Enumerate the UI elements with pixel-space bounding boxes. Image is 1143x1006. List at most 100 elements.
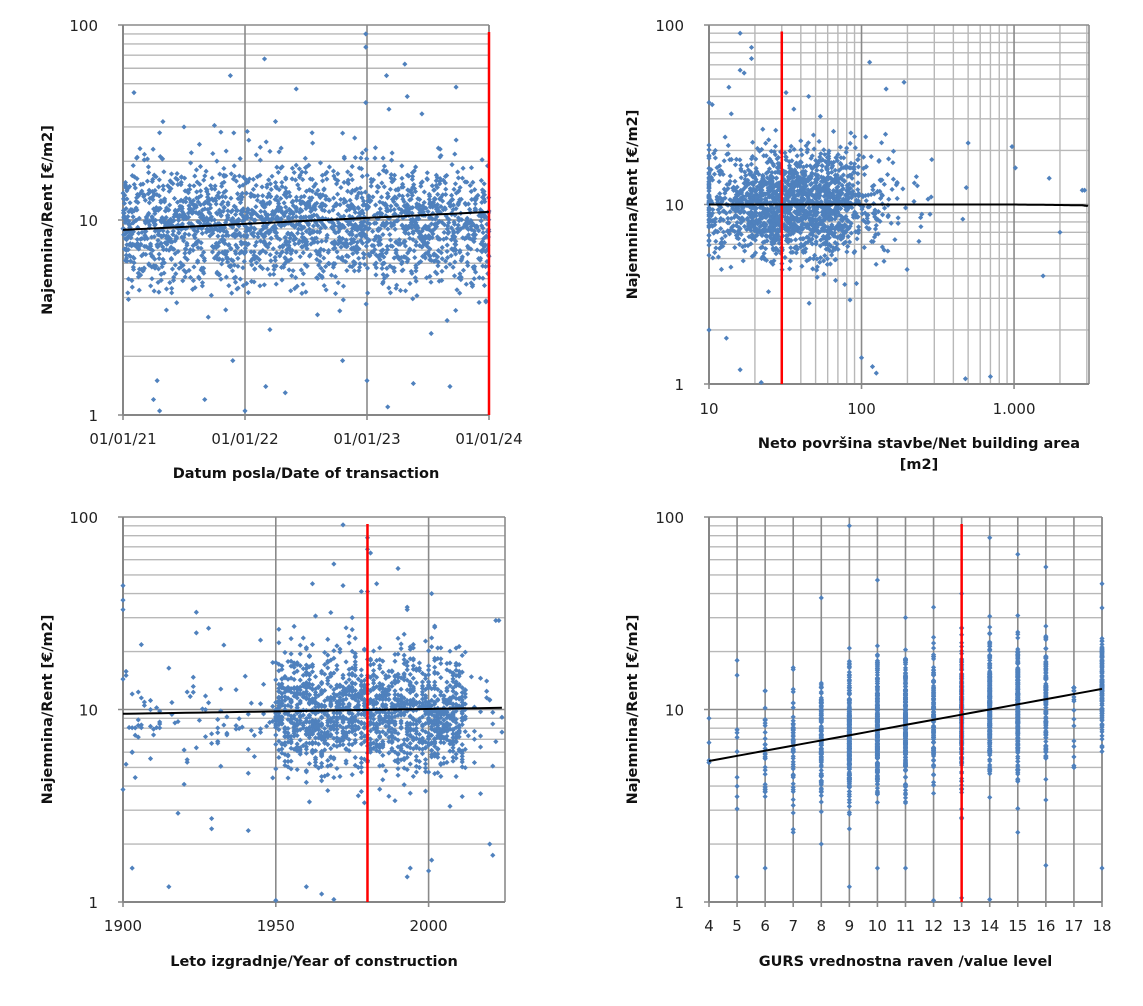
data-point <box>817 113 823 119</box>
data-point <box>140 251 147 257</box>
data-point <box>425 240 431 246</box>
data-point <box>803 143 809 149</box>
data-point <box>283 259 289 266</box>
data-point <box>825 208 831 214</box>
data-point <box>396 256 402 262</box>
data-point <box>274 164 280 170</box>
data-point <box>279 179 285 186</box>
data-point <box>318 265 324 271</box>
data-point <box>414 293 420 299</box>
data-point <box>159 264 165 270</box>
data-point <box>368 198 374 204</box>
data-point <box>467 236 473 242</box>
data-point <box>435 145 441 151</box>
data-point <box>741 209 747 215</box>
data-point <box>733 223 739 229</box>
data-point <box>299 238 306 244</box>
data-point <box>821 147 827 153</box>
data-point <box>732 244 738 251</box>
data-point <box>385 404 391 410</box>
data-point <box>306 761 313 767</box>
data-point <box>151 172 157 178</box>
data-point <box>364 172 370 178</box>
data-point <box>793 193 799 199</box>
data-point <box>718 266 725 272</box>
data-point <box>832 167 838 173</box>
data-point <box>332 261 338 267</box>
data-point <box>275 169 281 176</box>
data-point <box>270 208 276 215</box>
data-point <box>462 706 468 713</box>
data-point <box>285 716 291 723</box>
data-point <box>706 222 712 229</box>
data-point <box>174 170 180 177</box>
data-point <box>435 254 441 260</box>
data-point <box>414 202 420 208</box>
data-point <box>370 667 377 674</box>
data-point <box>133 198 139 204</box>
data-point <box>282 234 289 241</box>
data-point <box>389 726 395 732</box>
data-point <box>467 206 473 212</box>
data-point <box>126 242 132 248</box>
data-point <box>358 237 364 244</box>
data-point <box>476 228 482 234</box>
data-point <box>418 183 424 189</box>
data-point <box>814 167 820 173</box>
data-point <box>884 171 891 178</box>
data-point <box>168 256 175 263</box>
data-point <box>386 728 392 735</box>
data-point <box>209 740 215 747</box>
data-point <box>813 212 819 218</box>
data-point <box>483 214 489 220</box>
data-point <box>380 231 386 238</box>
data-point <box>490 721 496 727</box>
data-point <box>379 180 385 186</box>
data-point <box>303 740 309 746</box>
data-point <box>424 226 430 232</box>
data-point <box>121 200 128 207</box>
data-point <box>416 234 422 240</box>
data-point <box>459 764 465 770</box>
data-point <box>207 197 213 203</box>
data-point <box>316 262 322 268</box>
data-point <box>129 749 135 755</box>
data-point <box>221 173 227 180</box>
data-point <box>313 190 319 197</box>
data-point <box>799 169 806 175</box>
data-point <box>448 253 454 259</box>
data-point <box>844 226 850 232</box>
data-point <box>471 736 478 742</box>
data-point <box>220 233 226 239</box>
data-point <box>168 244 174 250</box>
data-point <box>718 239 725 245</box>
data-point <box>892 237 898 243</box>
data-point <box>175 181 181 188</box>
data-point <box>447 648 453 654</box>
data-point <box>147 195 153 201</box>
data-point <box>231 275 237 281</box>
data-point <box>727 173 733 179</box>
data-point <box>238 208 244 214</box>
data-point <box>324 232 330 238</box>
data-point <box>716 179 722 185</box>
data-point <box>444 733 450 739</box>
data-point <box>827 195 833 201</box>
data-point <box>335 171 341 177</box>
data-point <box>160 183 166 189</box>
data-point <box>282 189 289 195</box>
data-point <box>308 241 314 247</box>
data-point <box>842 192 849 198</box>
data-point <box>469 236 475 243</box>
data-point <box>257 701 264 707</box>
data-point <box>860 165 867 172</box>
data-point <box>404 93 410 100</box>
data-point <box>162 219 168 225</box>
data-point <box>722 233 728 239</box>
data-point <box>439 256 445 262</box>
data-point <box>724 228 731 234</box>
data-point <box>364 265 371 271</box>
data-point <box>399 175 405 181</box>
data-point <box>758 196 765 203</box>
data-point <box>179 235 186 241</box>
